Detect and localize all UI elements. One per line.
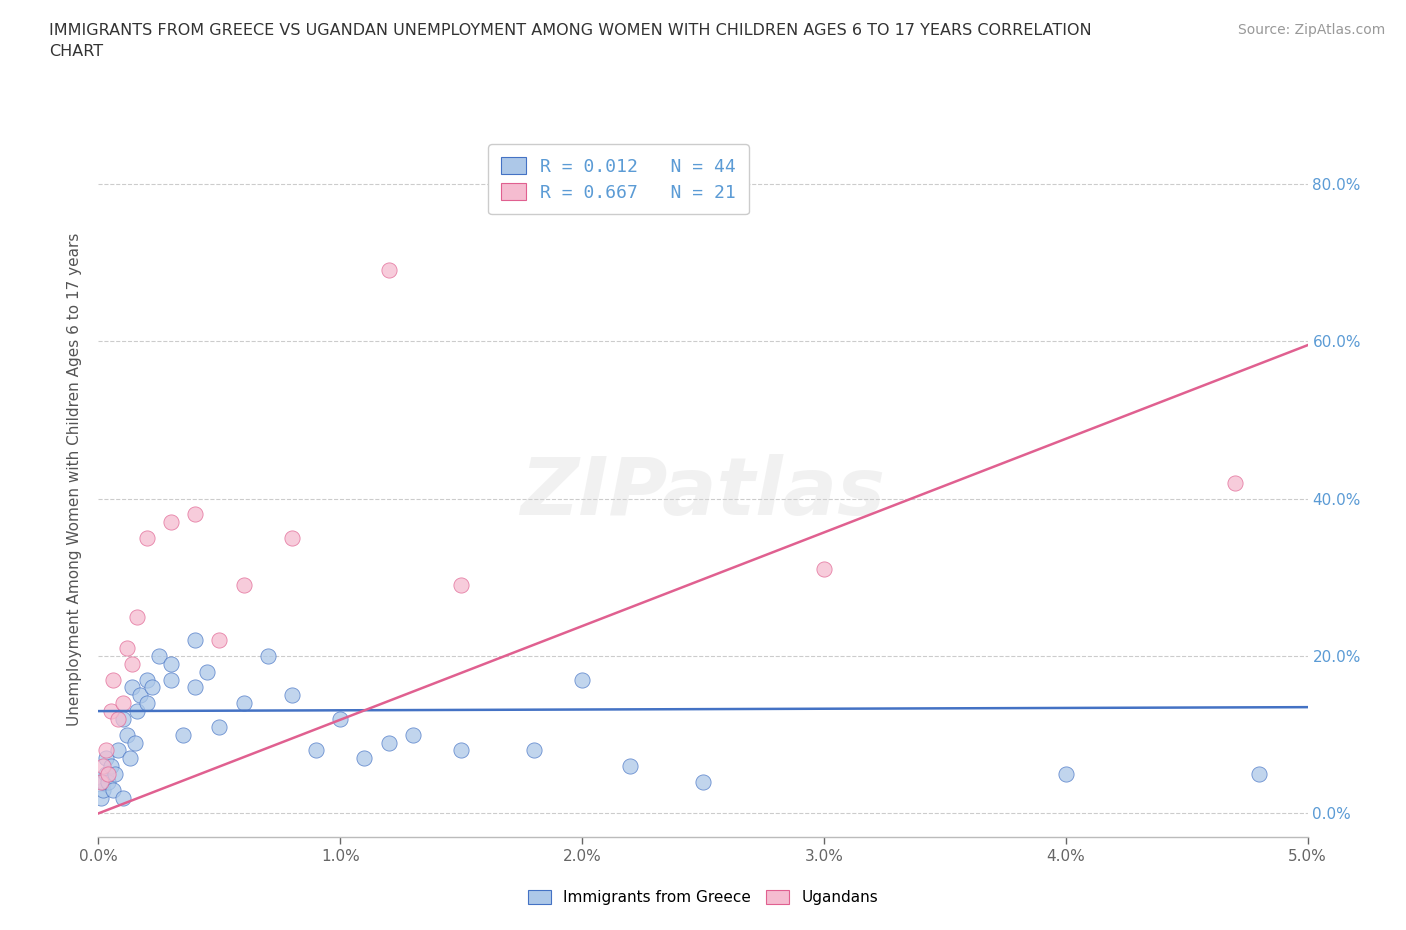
Point xyxy=(619,759,641,774)
Point xyxy=(160,515,183,530)
Point xyxy=(90,775,112,790)
Y-axis label: Unemployment Among Women with Children Ages 6 to 17 years: Unemployment Among Women with Children A… xyxy=(67,232,83,725)
Point xyxy=(160,672,183,687)
Point xyxy=(117,727,139,742)
Point xyxy=(127,704,149,719)
Text: ZIPatlas: ZIPatlas xyxy=(520,454,886,532)
Text: IMMIGRANTS FROM GREECE VS UGANDAN UNEMPLOYMENT AMONG WOMEN WITH CHILDREN AGES 6 : IMMIGRANTS FROM GREECE VS UGANDAN UNEMPL… xyxy=(49,23,1092,60)
Text: Source: ZipAtlas.com: Source: ZipAtlas.com xyxy=(1237,23,1385,37)
Point xyxy=(377,735,399,750)
Point xyxy=(1054,766,1077,781)
Point xyxy=(135,530,157,545)
Point xyxy=(117,641,139,656)
Legend: Immigrants from Greece, Ugandans: Immigrants from Greece, Ugandans xyxy=(522,884,884,911)
Point xyxy=(353,751,375,765)
Point xyxy=(232,696,254,711)
Point xyxy=(97,766,120,781)
Point xyxy=(571,672,593,687)
Point xyxy=(94,766,117,781)
Point xyxy=(121,657,143,671)
Point xyxy=(813,562,835,577)
Point xyxy=(111,711,134,726)
Point xyxy=(97,775,120,790)
Point xyxy=(101,672,124,687)
Point xyxy=(329,711,352,726)
Point xyxy=(107,743,129,758)
Point xyxy=(281,688,304,703)
Point xyxy=(111,790,134,805)
Point xyxy=(172,727,194,742)
Point xyxy=(94,743,117,758)
Point xyxy=(184,632,207,647)
Point xyxy=(148,648,170,663)
Point xyxy=(160,657,183,671)
Point xyxy=(1223,475,1246,490)
Point xyxy=(184,680,207,695)
Point xyxy=(1249,766,1271,781)
Point xyxy=(377,263,399,278)
Point xyxy=(94,751,117,765)
Point xyxy=(195,664,218,679)
Point xyxy=(208,632,231,647)
Point xyxy=(121,680,143,695)
Point xyxy=(91,759,114,774)
Point xyxy=(232,578,254,592)
Point xyxy=(450,578,472,592)
Point xyxy=(101,782,124,797)
Point xyxy=(305,743,328,758)
Point xyxy=(135,672,157,687)
Point xyxy=(91,782,114,797)
Point xyxy=(90,790,112,805)
Point xyxy=(100,704,122,719)
Point xyxy=(281,530,304,545)
Point xyxy=(100,759,122,774)
Point xyxy=(91,775,114,790)
Point xyxy=(184,507,207,522)
Point xyxy=(450,743,472,758)
Point xyxy=(124,735,146,750)
Point xyxy=(127,609,149,624)
Point xyxy=(135,696,157,711)
Point xyxy=(118,751,141,765)
Point xyxy=(111,696,134,711)
Legend: R = 0.012   N = 44, R = 0.667   N = 21: R = 0.012 N = 44, R = 0.667 N = 21 xyxy=(488,144,749,214)
Point xyxy=(141,680,163,695)
Point xyxy=(128,688,150,703)
Point xyxy=(523,743,546,758)
Point xyxy=(692,775,714,790)
Point xyxy=(208,720,231,735)
Point xyxy=(104,766,127,781)
Point xyxy=(256,648,278,663)
Point xyxy=(107,711,129,726)
Point xyxy=(402,727,425,742)
